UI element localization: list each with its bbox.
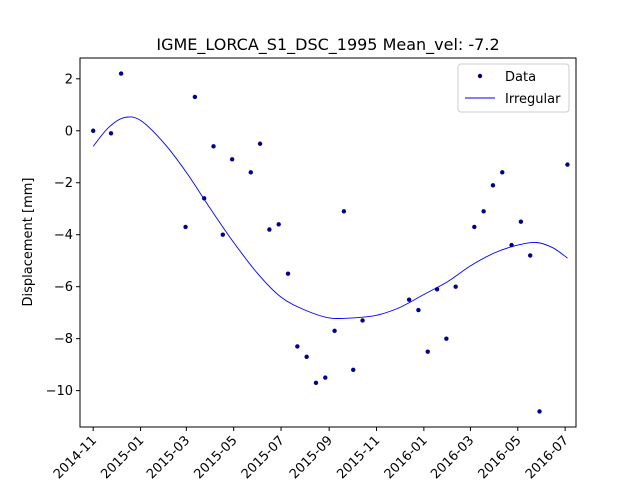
y-axis-label: Displacement [mm] — [21, 178, 36, 307]
y-tick-label: 2 — [65, 72, 73, 87]
axes-frame — [79, 57, 577, 428]
data-point — [453, 284, 458, 289]
data-point — [304, 354, 309, 360]
data-point — [565, 162, 570, 167]
data-point — [509, 242, 514, 248]
x-tick-label: 2015-03 — [144, 433, 193, 480]
data-point — [313, 380, 319, 386]
chart-title: IGME_LORCA_S1_DSC_1995 Mean_vel: -7.2 — [156, 35, 499, 55]
data-point — [267, 227, 272, 232]
data-point — [295, 344, 300, 349]
data-point — [276, 222, 281, 227]
data-point — [229, 157, 235, 162]
data-point — [537, 409, 542, 414]
data-point — [118, 71, 124, 76]
irregular-line — [92, 116, 568, 320]
data-point — [90, 128, 96, 133]
data-point — [434, 287, 440, 292]
data-point — [500, 170, 505, 175]
y-tick-label: −8 — [54, 332, 73, 347]
data-point — [332, 328, 337, 334]
legend-irregular-label: Irregular — [505, 92, 561, 107]
data-point — [220, 232, 226, 237]
data-point — [201, 196, 207, 201]
data-point — [425, 349, 430, 354]
data-point — [490, 183, 496, 188]
x-tick-label: 2015-05 — [191, 433, 240, 480]
data-point — [406, 297, 412, 302]
data-point — [248, 170, 253, 175]
legend-box — [457, 63, 570, 113]
plot-area — [90, 71, 570, 414]
data-point — [416, 307, 421, 313]
x-tick-label: 2016-07 — [523, 433, 572, 480]
y-tick-label: −6 — [54, 280, 73, 295]
data-point — [323, 375, 328, 380]
x-tick-label: 2015-01 — [98, 433, 147, 480]
data-point — [108, 131, 114, 136]
data-point — [211, 144, 216, 149]
data-point — [257, 141, 263, 146]
data-point — [481, 209, 486, 214]
data-point — [472, 224, 477, 230]
y-tick-label: −10 — [46, 384, 73, 399]
y-tick-label: −2 — [54, 176, 73, 191]
x-tick-label: 2016-03 — [428, 433, 477, 480]
data-point — [360, 318, 365, 323]
data-point — [183, 224, 188, 230]
legend-data-label: Data — [505, 70, 536, 85]
legend-data-marker — [477, 73, 483, 79]
y-tick-label: 0 — [65, 124, 73, 139]
y-tick-label: −4 — [54, 228, 73, 243]
data-point — [351, 367, 356, 373]
legend: Data Irregular — [457, 63, 570, 113]
x-tick-label: 2014-11 — [51, 433, 100, 480]
data-point — [518, 219, 524, 224]
x-tick-label: 2015-09 — [287, 433, 336, 480]
data-point — [528, 253, 533, 258]
data-point — [285, 271, 291, 276]
x-tick-label: 2016-05 — [476, 433, 525, 480]
x-tick-label: 2016-01 — [382, 433, 431, 480]
data-point — [444, 336, 449, 341]
x-tick-label: 2015-11 — [334, 433, 383, 480]
data-point — [192, 94, 198, 100]
y-axis: 2 0 −2 −4 −6 −8 −10 — [46, 72, 80, 399]
data-point — [341, 209, 347, 214]
x-tick-label: 2015-07 — [239, 433, 288, 480]
